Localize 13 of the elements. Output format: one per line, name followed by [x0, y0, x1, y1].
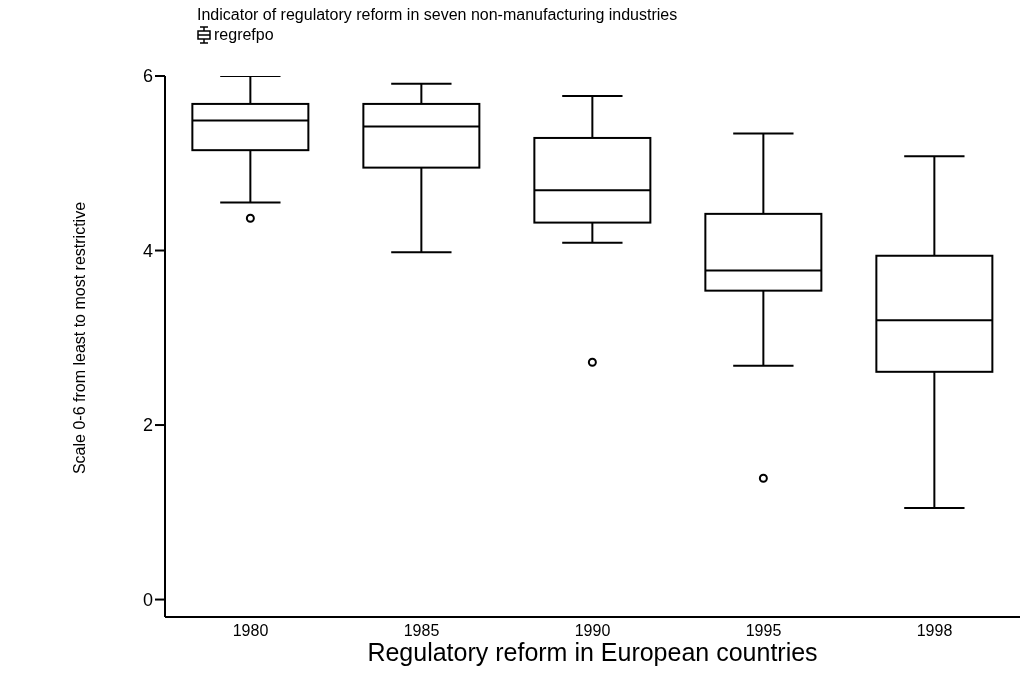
y-tick-label: 0	[142, 589, 153, 610]
legend-label: regrefpo	[213, 26, 274, 44]
x-tick-label: 1980	[232, 622, 269, 640]
x-tick-label: 1985	[403, 622, 440, 640]
chart-title: Indicator of regulatory reform in seven non-manufacturing industries	[197, 6, 678, 24]
y-tick-label: 6	[142, 66, 153, 87]
y-axis-title: Scale 0-6 from least to most restrictive	[71, 201, 89, 475]
y-tick-label: 2	[142, 415, 153, 436]
x-tick-label: 1995	[745, 622, 782, 640]
y-tick-label: 4	[142, 240, 153, 261]
x-axis-title: Regulatory reform in European countries	[366, 638, 819, 667]
x-tick-label: 1998	[916, 622, 953, 640]
x-tick-label: 1990	[574, 622, 611, 640]
